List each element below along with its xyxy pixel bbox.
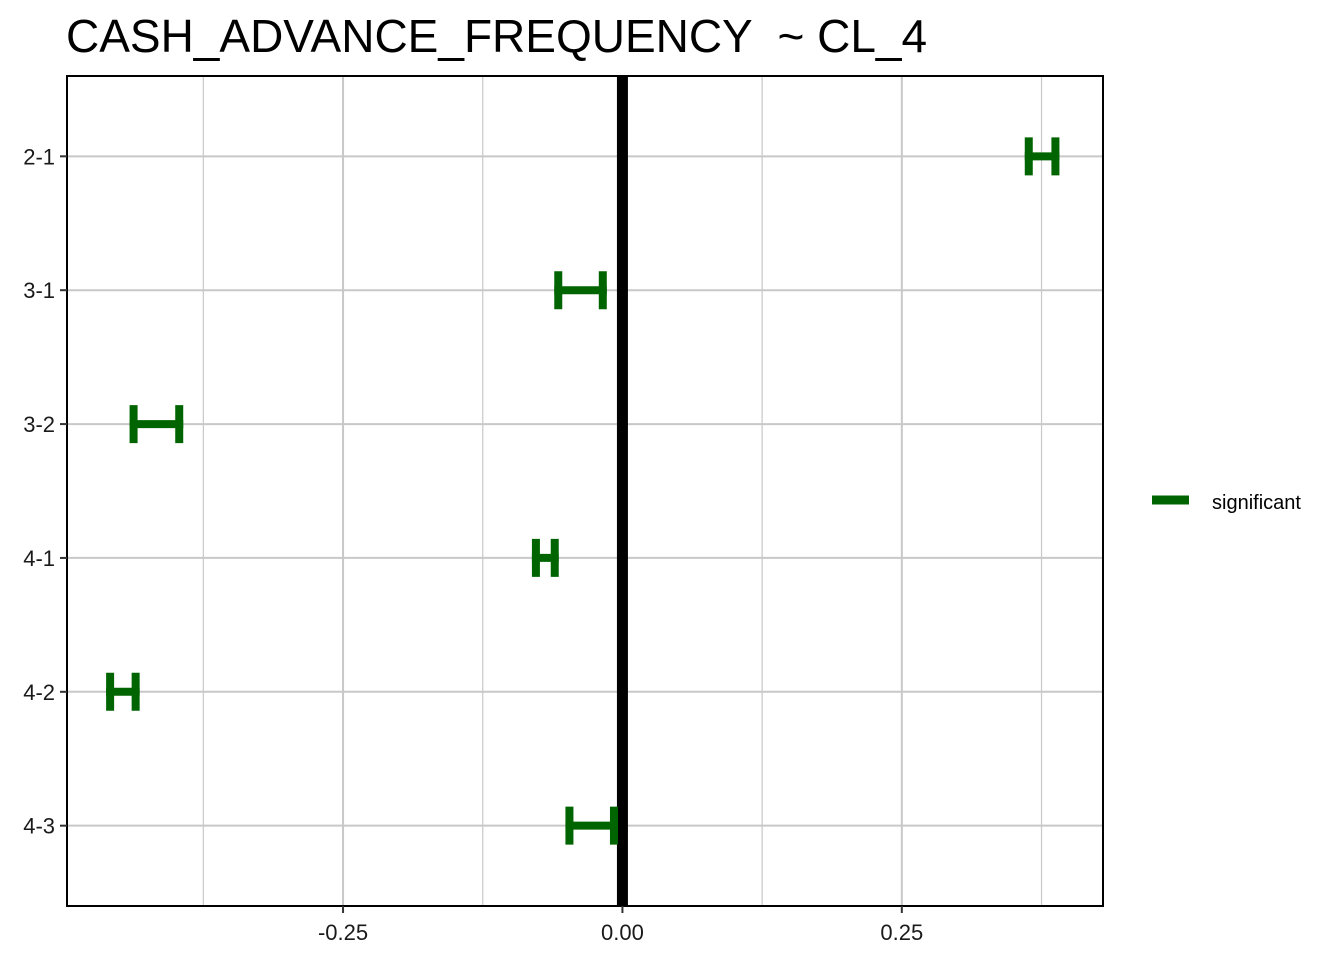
chart-title: CASH_ADVANCE_FREQUENCY ~ CL_4: [66, 10, 928, 62]
x-tick-label: 0.00: [601, 920, 644, 945]
y-tick-label: 3-1: [23, 278, 55, 303]
y-tick-label: 2-1: [23, 144, 55, 169]
y-tick-label: 3-2: [23, 412, 55, 437]
y-tick-label: 4-2: [23, 680, 55, 705]
errorbar-4-2: [106, 672, 140, 711]
y-tick-label: 4-3: [23, 814, 55, 839]
errorbar-4-1: [531, 538, 559, 577]
errorbar-2-1: [1024, 137, 1060, 176]
x-axis: -0.25 0.00 0.25: [318, 906, 923, 945]
x-tick-label: -0.25: [318, 920, 368, 945]
legend-label: significant: [1212, 492, 1301, 514]
plot-panel-border: [66, 75, 1104, 907]
errorbar-4-3: [565, 806, 618, 845]
interval-marks: [106, 137, 1060, 845]
y-axis: 4-3 4-2 4-1 3-2 3-1 2-1: [23, 144, 67, 839]
y-tick-label: 4-1: [23, 546, 55, 571]
x-tick-label: 0.25: [880, 920, 923, 945]
errorbar-3-2: [129, 405, 184, 444]
errorbar-3-1: [554, 271, 607, 310]
grid-lines: [67, 76, 1103, 906]
legend: significant: [1152, 492, 1301, 514]
